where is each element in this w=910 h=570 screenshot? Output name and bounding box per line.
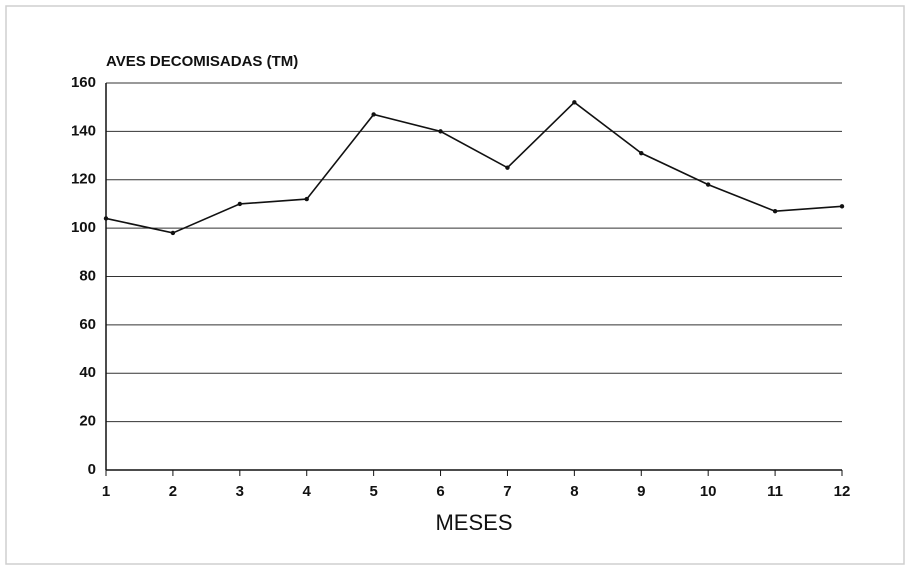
data-point (572, 100, 577, 105)
x-tick-label: 5 (369, 483, 377, 500)
data-point (505, 165, 510, 170)
y-tick-label: 0 (88, 461, 96, 478)
x-tick-label: 10 (700, 483, 717, 500)
x-tick-label: 11 (767, 483, 783, 500)
data-point (304, 196, 309, 202)
y-tick-label: 40 (79, 364, 96, 381)
data-point (170, 230, 176, 236)
data-point (103, 216, 109, 221)
y-tick-label: 80 (79, 267, 96, 284)
frame (5, 5, 905, 565)
data-point (371, 112, 376, 117)
x-tick-label: 9 (637, 483, 645, 500)
data-line (105, 101, 843, 234)
x-tick-label: 1 (102, 483, 110, 500)
data-point (705, 182, 711, 187)
x-axis-label: MESES (435, 510, 512, 535)
data-point (839, 204, 845, 209)
y-axis-label: AVES DECOMISADAS (TM) (106, 53, 298, 70)
data-point (237, 201, 243, 207)
x-tick-label: 2 (169, 483, 177, 500)
y-tick-label: 60 (79, 316, 96, 333)
y-tick-label: 160 (71, 74, 96, 91)
y-tick-label: 20 (79, 413, 96, 430)
data-point (772, 208, 778, 214)
x-tick-label: 8 (570, 483, 578, 500)
data-point (438, 129, 443, 134)
y-tick-label: 120 (71, 171, 96, 188)
x-tick-label: 12 (834, 483, 851, 500)
x-tick-label: 4 (303, 483, 312, 500)
y-tick-label: 100 (71, 219, 96, 236)
x-tick-label: 3 (236, 483, 244, 500)
x-tick-label: 7 (503, 483, 511, 500)
y-tick-label: 140 (71, 122, 96, 139)
data-point (639, 150, 644, 156)
x-tick-label: 6 (436, 483, 444, 500)
